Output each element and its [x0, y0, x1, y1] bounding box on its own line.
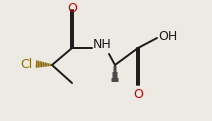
Text: OH: OH [158, 30, 177, 44]
Text: Cl: Cl [20, 57, 32, 71]
Text: O: O [133, 88, 143, 102]
Text: O: O [67, 1, 77, 15]
Text: NH: NH [93, 38, 112, 50]
